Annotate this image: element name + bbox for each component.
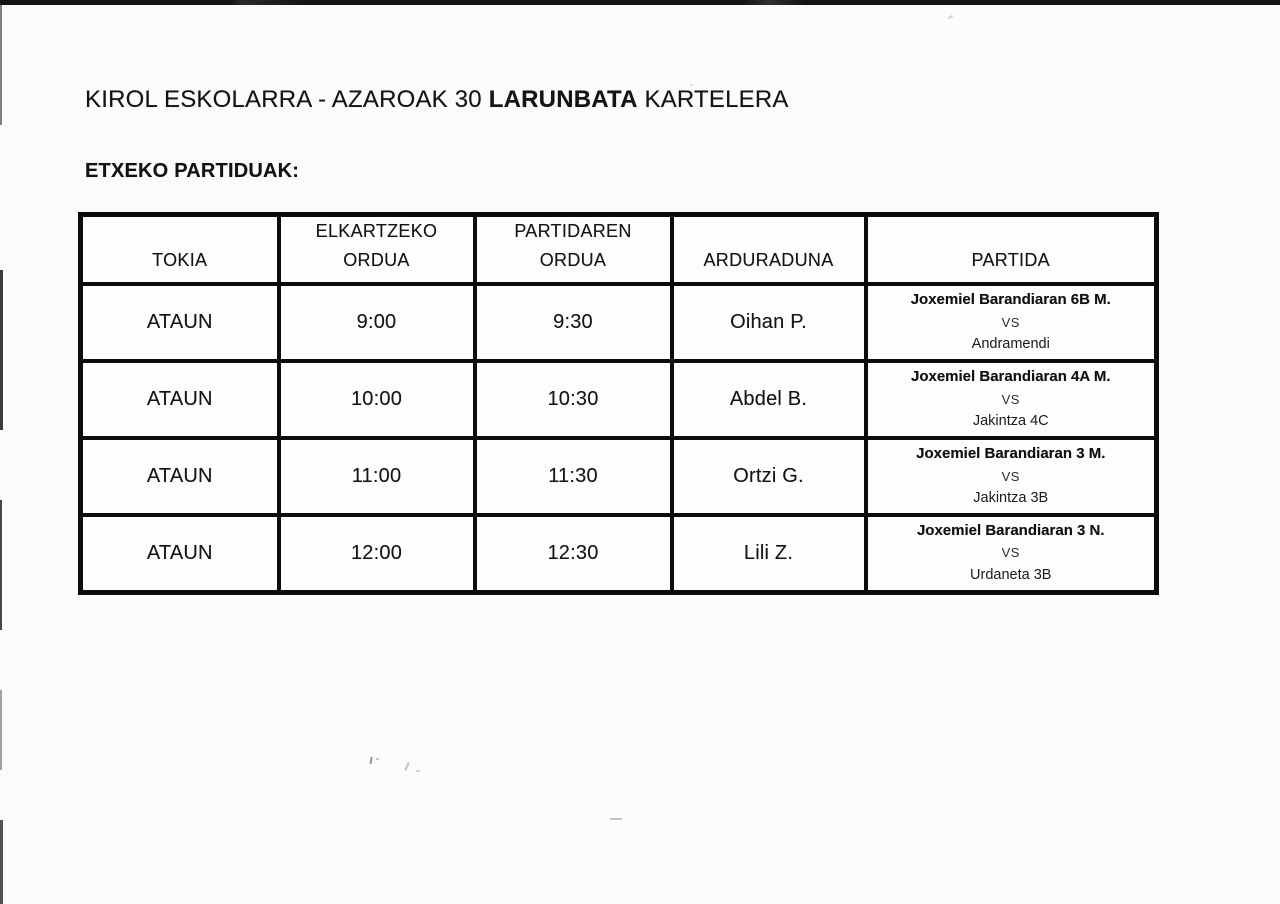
table-row: ATAUN 12:00 12:30 Lili Z. Joxemiel Baran… [78, 513, 1159, 594]
match-home-team: Joxemiel Barandiaran 4A M. [910, 368, 1111, 385]
column-header-arduraduna: ARDURADUNA [669, 212, 868, 286]
cell-partida: Joxemiel Barandiaran 3 N. VS Urdaneta 3B [863, 513, 1159, 594]
match-home-team: Joxemiel Barandiaran 3 N. [916, 522, 1105, 539]
cell-arduraduna: Lili Z. [669, 513, 868, 594]
scan-edge-left [0, 5, 2, 125]
scan-edge-left [0, 270, 3, 430]
match-vs-label: VS [1001, 545, 1020, 561]
match-vs-label: VS [1001, 468, 1020, 484]
scan-speck [610, 818, 622, 820]
cell-tokia: ATAUN [78, 436, 281, 517]
scan-speck [416, 770, 420, 772]
column-header-partida: PARTIDA [863, 212, 1159, 286]
scan-speck [690, 84, 693, 86]
scan-edge-left [0, 690, 2, 770]
match-home-team: Joxemiel Barandiaran 3 M. [916, 445, 1106, 462]
match-away-team: Jakintza 3B [973, 490, 1049, 506]
cell-partidaren-ordua: 9:30 [472, 282, 674, 363]
table-header-row: TOKIA ELKARTZEKO ORDUA PARTIDAREN ORDUA … [78, 212, 1159, 286]
cell-tokia: ATAUN [78, 359, 281, 440]
match-away-team: Urdaneta 3B [970, 566, 1052, 583]
column-header-tokia: TOKIA [78, 212, 281, 286]
cell-arduraduna: Abdel B. [669, 359, 868, 440]
section-heading: ETXEKO PARTIDUAK: [85, 160, 300, 182]
match-away-team: Jakintza 4C [972, 413, 1049, 429]
match-home-team: Joxemiel Barandiaran 6B M. [910, 291, 1111, 308]
cell-partida: Joxemiel Barandiaran 3 M. VS Jakintza 3B [863, 436, 1159, 517]
match-away-team: Andramendi [971, 336, 1050, 352]
cell-elkartzeko-ordua: 11:00 [276, 436, 477, 517]
cell-partida: Joxemiel Barandiaran 4A M. VS Jakintza 4… [863, 359, 1159, 440]
scan-edge-left [0, 500, 2, 630]
scan-speck [947, 14, 954, 20]
cell-arduraduna: Ortzi G. [669, 436, 868, 517]
cell-tokia: ATAUN [78, 282, 281, 363]
cell-tokia: ATAUN [78, 513, 281, 594]
scan-edge-top [0, 0, 1280, 5]
cell-partida: Joxemiel Barandiaran 6B M. VS Andramendi [863, 282, 1159, 363]
table-row: ATAUN 11:00 11:30 Ortzi G. Joxemiel Bara… [78, 436, 1159, 517]
page-title-highlight: LARUNBATA [488, 86, 638, 113]
cell-partidaren-ordua: 12:30 [472, 513, 674, 594]
page-title-suffix: KARTELERA [637, 86, 789, 113]
schedule-table: TOKIA ELKARTZEKO ORDUA PARTIDAREN ORDUA … [78, 212, 1159, 595]
table-row: ATAUN 10:00 10:30 Abdel B. Joxemiel Bara… [78, 359, 1159, 440]
cell-arduraduna: Oihan P. [669, 282, 868, 363]
cell-partidaren-ordua: 11:30 [472, 436, 674, 517]
cell-elkartzeko-ordua: 12:00 [276, 513, 477, 594]
match-vs-label: VS [1001, 391, 1020, 407]
table-row: ATAUN 9:00 9:30 Oihan P. Joxemiel Barand… [78, 282, 1159, 363]
page-title: KIROL ESKOLARRA - AZAROAK 30 LARUNBATA K… [85, 86, 789, 114]
scan-edge-left [0, 820, 3, 904]
scan-speck [369, 756, 373, 765]
scan-speck [404, 761, 410, 772]
cell-partidaren-ordua: 10:30 [472, 359, 674, 440]
cell-elkartzeko-ordua: 9:00 [276, 282, 477, 363]
column-header-partidaren-ordua: PARTIDAREN ORDUA [472, 212, 674, 286]
scan-speck [376, 758, 379, 760]
match-vs-label: VS [1001, 314, 1020, 330]
page-title-prefix: KIROL ESKOLARRA - AZAROAK 30 [85, 86, 489, 113]
column-header-elkartzeko-ordua: ELKARTZEKO ORDUA [276, 212, 477, 286]
cell-elkartzeko-ordua: 10:00 [276, 359, 477, 440]
